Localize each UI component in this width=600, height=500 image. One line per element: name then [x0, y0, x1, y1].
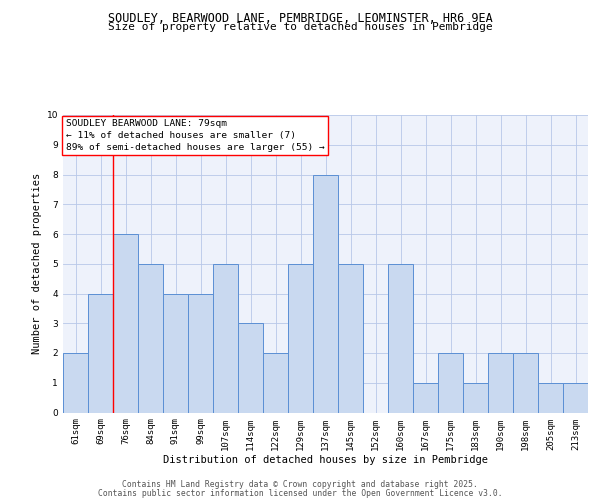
Bar	[338, 264, 363, 412]
Bar	[288, 264, 313, 412]
Text: SOUDLEY BEARWOOD LANE: 79sqm
← 11% of detached houses are smaller (7)
89% of sem: SOUDLEY BEARWOOD LANE: 79sqm ← 11% of de…	[65, 120, 325, 152]
Y-axis label: Number of detached properties: Number of detached properties	[32, 173, 43, 354]
Bar	[388, 264, 413, 412]
Text: Contains HM Land Registry data © Crown copyright and database right 2025.: Contains HM Land Registry data © Crown c…	[122, 480, 478, 489]
Text: Contains public sector information licensed under the Open Government Licence v3: Contains public sector information licen…	[98, 488, 502, 498]
Bar	[313, 174, 338, 412]
Bar	[163, 294, 188, 412]
Bar	[63, 353, 88, 412]
Bar	[538, 383, 563, 412]
Text: Size of property relative to detached houses in Pembridge: Size of property relative to detached ho…	[107, 22, 493, 32]
Bar	[213, 264, 238, 412]
Bar	[438, 353, 463, 412]
Bar	[263, 353, 288, 412]
Bar	[113, 234, 138, 412]
Bar	[513, 353, 538, 412]
Text: SOUDLEY, BEARWOOD LANE, PEMBRIDGE, LEOMINSTER, HR6 9EA: SOUDLEY, BEARWOOD LANE, PEMBRIDGE, LEOMI…	[107, 12, 493, 26]
Bar	[138, 264, 163, 412]
Bar	[463, 383, 488, 412]
Bar	[413, 383, 438, 412]
Bar	[88, 294, 113, 412]
Bar	[188, 294, 213, 412]
X-axis label: Distribution of detached houses by size in Pembridge: Distribution of detached houses by size …	[163, 455, 488, 465]
Bar	[488, 353, 513, 412]
Bar	[563, 383, 588, 412]
Bar	[238, 324, 263, 412]
